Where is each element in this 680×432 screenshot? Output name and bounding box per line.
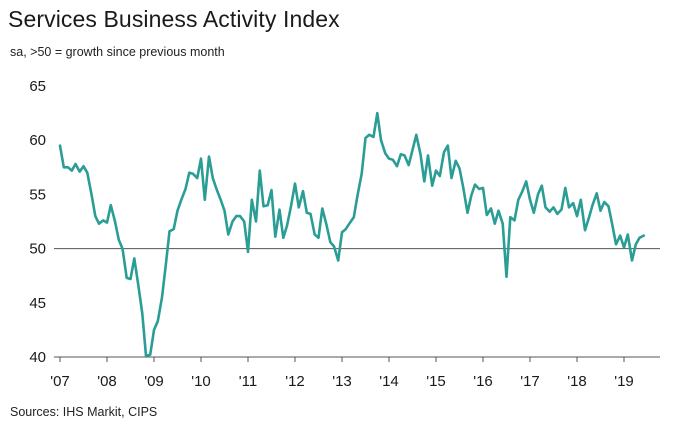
x-tick-label: '11	[239, 373, 257, 390]
x-tick-label: '19	[614, 373, 634, 390]
x-tick-label: '18	[567, 373, 587, 390]
series-layer	[58, 111, 645, 358]
y-tick-label-45: 45	[29, 295, 46, 312]
y-tick-label-55: 55	[29, 186, 46, 203]
chart-subtitle: sa, >50 = growth since previous month	[10, 45, 225, 59]
x-tick-label: '08	[97, 373, 117, 390]
chart-title: Services Business Activity Index	[8, 6, 340, 32]
x-tick-label: '13	[332, 373, 352, 390]
series-line-0	[58, 111, 645, 358]
y-tick-label-40: 40	[29, 349, 46, 366]
x-tick-label: '12	[285, 373, 305, 390]
y-tick-label-60: 60	[29, 132, 46, 149]
x-tick-label: '14	[379, 373, 399, 390]
y-axis: 40 45 50 55 60 65	[29, 78, 46, 366]
x-tick-label: '15	[426, 373, 446, 390]
x-tick-label: '09	[144, 373, 164, 390]
x-tick-label: '16	[473, 373, 493, 390]
x-axis: '07 '08 '09 '10 '11 '12 '13 '14 '15 '16 '17 '18 '19	[50, 356, 660, 390]
y-tick-label-65: 65	[29, 78, 46, 95]
x-tick-label: '10	[191, 373, 211, 390]
y-tick-label-50: 50	[29, 241, 46, 258]
x-tick-label: '17	[520, 373, 540, 390]
x-tick-label: '07	[50, 373, 70, 390]
chart-source: Sources: IHS Markit, CIPS	[10, 405, 158, 419]
